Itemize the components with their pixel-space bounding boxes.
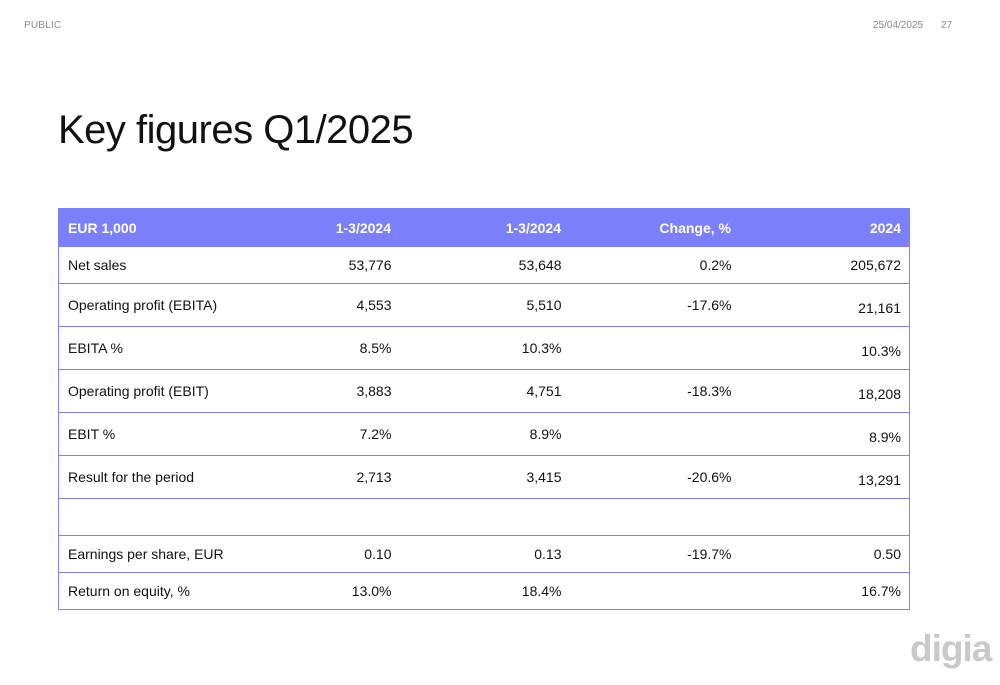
cell-value: 8.5%	[281, 326, 400, 370]
table-row: Return on equity, % 13.0% 18.4% 16.7%	[58, 572, 910, 610]
cell-value: 10.3%	[739, 326, 910, 370]
cell-value: 10.3%	[399, 326, 570, 370]
cell-value: 0.13	[399, 535, 570, 573]
cell-value	[281, 498, 400, 536]
header-cell-label: EUR 1,000	[58, 208, 282, 247]
table-row: Result for the period 2,713 3,415 -20.6%…	[58, 455, 910, 499]
table-row: Operating profit (EBITA) 4,553 5,510 -17…	[58, 283, 910, 327]
cell-value: 205,672	[739, 246, 910, 284]
cell-change: -19.7%	[569, 535, 740, 573]
classification-label: PUBLIC	[24, 20, 62, 31]
cell-change: -18.3%	[569, 369, 740, 413]
row-label: EBIT %	[58, 412, 282, 456]
cell-value: 13.0%	[281, 572, 400, 610]
header-cell-change: Change, %	[569, 208, 740, 247]
table-row: EBIT % 7.2% 8.9% 8.9%	[58, 412, 910, 456]
cell-value: 3,883	[281, 369, 400, 413]
cell-value: 0.50	[739, 535, 910, 573]
cell-value: 8.9%	[399, 412, 570, 456]
cell-change: 0.2%	[569, 246, 740, 284]
cell-value: 53,648	[399, 246, 570, 284]
table-row: EBITA % 8.5% 10.3% 10.3%	[58, 326, 910, 370]
row-label: Result for the period	[58, 455, 282, 499]
row-label	[58, 498, 282, 536]
cell-value: 8.9%	[739, 412, 910, 456]
cell-value: 0.10	[281, 535, 400, 573]
row-label: Earnings per share, EUR	[58, 535, 282, 573]
cell-value: 13,291	[739, 455, 910, 499]
cell-value: 5,510	[399, 283, 570, 327]
row-label: Operating profit (EBIT)	[58, 369, 282, 413]
row-label: EBITA %	[58, 326, 282, 370]
cell-value: 7.2%	[281, 412, 400, 456]
cell-change: -20.6%	[569, 455, 740, 499]
cell-change	[569, 326, 740, 370]
slide-number: 27	[941, 20, 953, 31]
table-header-row: EUR 1,000 1-3/2024 1-3/2024 Change, % 20…	[58, 208, 910, 247]
cell-value: 18,208	[739, 369, 910, 413]
table-row-empty	[58, 498, 910, 536]
cell-change	[569, 572, 740, 610]
row-label: Net sales	[58, 246, 282, 284]
row-label: Operating profit (EBITA)	[58, 283, 282, 327]
cell-change	[569, 412, 740, 456]
table-body: Net sales 53,776 53,648 0.2% 205,672 Ope…	[58, 246, 910, 610]
cell-value: 21,161	[739, 283, 910, 327]
cell-value: 3,415	[399, 455, 570, 499]
cell-value	[739, 498, 910, 536]
slide-date: 25/04/2025	[873, 20, 924, 31]
table-row: Net sales 53,776 53,648 0.2% 205,672	[58, 246, 910, 284]
cell-change: -17.6%	[569, 283, 740, 327]
page-title: Key figures Q1/2025	[58, 108, 414, 152]
cell-value: 18.4%	[399, 572, 570, 610]
cell-value: 53,776	[281, 246, 400, 284]
cell-value: 4,553	[281, 283, 400, 327]
cell-value: 4,751	[399, 369, 570, 413]
header-cell-q1-2024: 1-3/2024	[281, 208, 400, 247]
table-row: Operating profit (EBIT) 3,883 4,751 -18.…	[58, 369, 910, 413]
row-label: Return on equity, %	[58, 572, 282, 610]
table-header: EUR 1,000 1-3/2024 1-3/2024 Change, % 20…	[58, 208, 910, 247]
cell-value: 2,713	[281, 455, 400, 499]
cell-value	[399, 498, 570, 536]
header-cell-2024: 2024	[739, 208, 910, 247]
digia-logo: digia	[910, 628, 992, 669]
cell-change	[569, 498, 740, 536]
cell-value: 16.7%	[739, 572, 910, 610]
table-row: Earnings per share, EUR 0.10 0.13 -19.7%…	[58, 535, 910, 573]
key-figures-table: EUR 1,000 1-3/2024 1-3/2024 Change, % 20…	[58, 208, 910, 610]
header-cell-q1-2024-b: 1-3/2024	[399, 208, 570, 247]
